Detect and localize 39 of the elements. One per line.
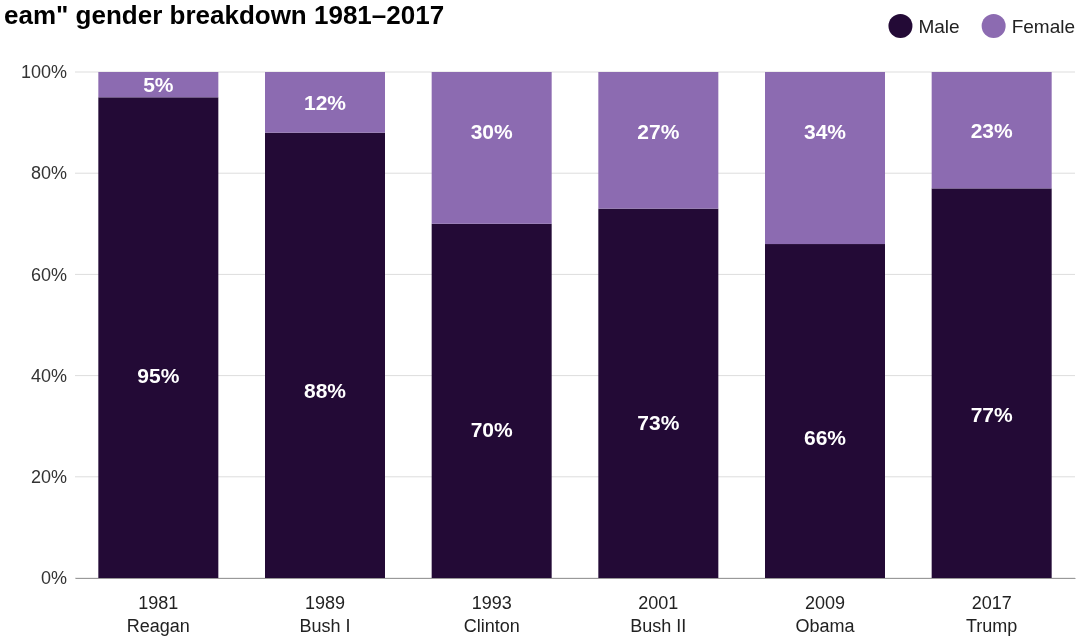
x-tick-label: 1981 Reagan xyxy=(126,592,190,637)
data-label: 34% xyxy=(803,120,847,144)
y-tick-label: 60% xyxy=(30,264,67,285)
legend-label: Male xyxy=(918,15,960,37)
bar xyxy=(598,72,719,209)
data-label: 66% xyxy=(803,426,847,450)
bar xyxy=(765,244,885,578)
x-tick-label: 2017 Trump xyxy=(965,592,1018,637)
bar xyxy=(598,208,719,578)
data-label: 95% xyxy=(137,364,180,388)
bar xyxy=(431,223,552,578)
y-tick-label: 100% xyxy=(20,62,67,83)
data-label: 23% xyxy=(970,118,1014,142)
bar xyxy=(431,72,552,224)
bar xyxy=(765,72,885,245)
data-label: 5% xyxy=(143,73,174,96)
x-tick-label: 2001 Bush II xyxy=(630,592,687,637)
y-tick-label: 20% xyxy=(30,467,67,488)
bar xyxy=(931,188,1052,578)
data-label: 73% xyxy=(637,411,680,435)
bar xyxy=(931,72,1052,189)
x-tick-label: 1993 Clinton xyxy=(463,592,520,637)
x-tick-label: 2009 Obama xyxy=(795,592,856,637)
data-label: 30% xyxy=(470,120,514,144)
data-label: 77% xyxy=(970,402,1014,426)
bar xyxy=(265,72,385,133)
y-tick-label: 80% xyxy=(30,163,67,184)
x-tick-label: 1989 Bush I xyxy=(299,592,351,637)
y-tick-label: 0% xyxy=(40,568,67,589)
bar xyxy=(98,97,219,578)
data-label: 70% xyxy=(470,417,514,441)
chart-title: eam" gender breakdown 1981–2017 xyxy=(4,0,445,30)
bar xyxy=(265,132,385,578)
data-label: 27% xyxy=(637,120,680,144)
bar xyxy=(98,72,219,98)
data-label: 12% xyxy=(303,90,347,114)
data-label: 88% xyxy=(303,379,347,403)
y-tick-label: 40% xyxy=(30,365,67,386)
legend-label: Female xyxy=(1011,15,1075,37)
